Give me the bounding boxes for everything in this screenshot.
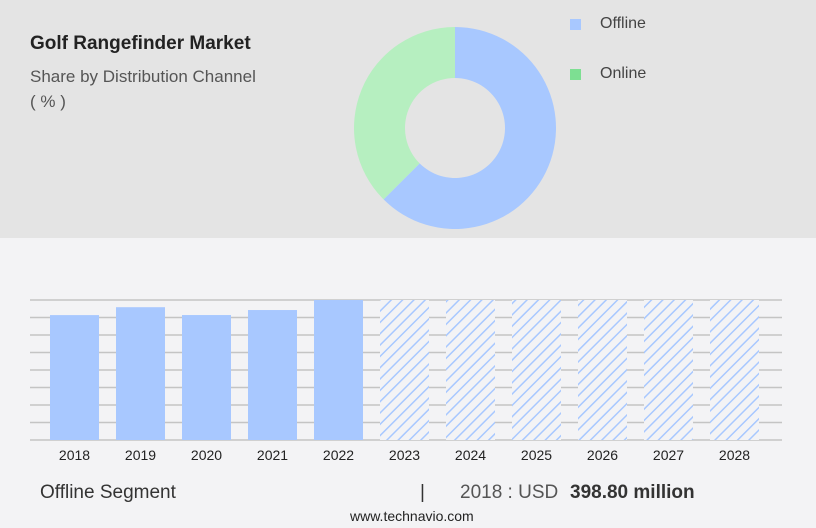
x-tick-label: 2018 [59, 447, 90, 463]
x-tick-label: 2027 [653, 447, 684, 463]
source-url: www.technavio.com [350, 508, 474, 524]
slice-offline [383, 27, 556, 229]
bar-2027 [644, 300, 693, 440]
x-tick-label: 2022 [323, 447, 354, 463]
legend-label: Offline [600, 15, 646, 32]
bar-2024 [446, 300, 495, 440]
bar-2023 [380, 300, 429, 440]
legend-online: Online [570, 65, 690, 85]
bar-2025 [512, 300, 561, 440]
x-tick-label: 2021 [257, 447, 288, 463]
legend-swatch-offline [570, 19, 581, 30]
x-tick-label: 2019 [125, 447, 156, 463]
bar-2019 [116, 307, 165, 440]
segment-label: Offline Segment [40, 482, 176, 503]
bar-2020 [182, 315, 231, 440]
x-tick-label: 2023 [389, 447, 420, 463]
year-label: 2018 : USD [460, 482, 559, 503]
subtitle-text: Share by Distribution Channel [30, 67, 256, 86]
bar-2018 [50, 315, 99, 440]
x-tick-label: 2026 [587, 447, 618, 463]
x-tick-label: 2028 [719, 447, 750, 463]
x-tick-label: 2025 [521, 447, 552, 463]
unit-text: ( % ) [30, 92, 66, 111]
legend-offline: Offline [570, 15, 690, 35]
bar-2022 [314, 300, 363, 440]
chart-title: Golf Rangefinder Market [30, 33, 251, 54]
bar-2021 [248, 310, 297, 440]
bar-2028 [710, 300, 759, 440]
chart-subtitle: Share by Distribution Channel ( % ) [30, 64, 256, 114]
legend-label: Online [600, 65, 647, 82]
bar-2026 [578, 300, 627, 440]
x-tick-label: 2024 [455, 447, 486, 463]
separator: | [420, 482, 425, 503]
x-tick-label: 2020 [191, 447, 222, 463]
segment-value: 398.80 million [570, 482, 695, 503]
legend-swatch-online [570, 69, 581, 80]
slice-online [353, 27, 455, 200]
